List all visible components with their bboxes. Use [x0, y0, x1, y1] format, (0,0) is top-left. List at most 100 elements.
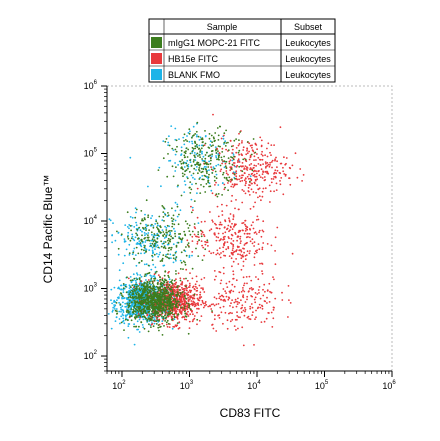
data-point — [193, 178, 196, 181]
data-point — [138, 296, 141, 299]
data-point — [153, 275, 156, 277]
data-point — [275, 182, 278, 185]
data-point — [228, 162, 231, 165]
data-point — [143, 232, 146, 234]
data-point — [186, 160, 189, 162]
data-point — [168, 326, 171, 328]
data-point — [215, 173, 218, 176]
data-point — [151, 259, 154, 262]
data-point — [153, 301, 156, 304]
data-point — [241, 326, 244, 329]
data-point — [243, 284, 245, 287]
data-point — [135, 243, 138, 245]
data-point — [240, 290, 243, 293]
data-point — [262, 294, 265, 297]
data-point — [271, 159, 274, 162]
data-point — [215, 177, 218, 180]
data-point — [174, 153, 177, 156]
data-point — [244, 310, 246, 313]
data-point — [288, 299, 290, 301]
data-point — [148, 307, 150, 310]
data-point — [282, 170, 285, 173]
data-point — [223, 188, 226, 191]
data-point — [207, 176, 210, 179]
data-point — [219, 164, 222, 167]
data-point — [184, 312, 187, 315]
data-point — [207, 179, 210, 182]
data-point — [203, 165, 206, 168]
data-point — [193, 154, 196, 157]
data-point — [133, 239, 136, 242]
data-point — [134, 307, 137, 310]
data-point — [133, 299, 136, 302]
data-point — [197, 299, 200, 302]
data-point — [186, 289, 188, 292]
data-point — [121, 313, 124, 315]
data-point — [249, 307, 252, 310]
data-point — [231, 265, 233, 268]
data-point — [213, 175, 216, 178]
data-point — [268, 301, 271, 303]
data-point — [154, 234, 157, 237]
data-point — [196, 163, 198, 166]
data-point — [257, 188, 260, 191]
data-point — [225, 204, 228, 207]
data-point — [173, 279, 176, 282]
data-point — [176, 215, 179, 218]
data-point — [188, 282, 191, 285]
data-point — [138, 283, 141, 285]
data-point — [195, 290, 198, 292]
data-point — [287, 285, 290, 287]
data-point — [193, 223, 196, 225]
data-point — [215, 303, 218, 306]
data-point — [226, 179, 229, 182]
data-point — [241, 174, 243, 177]
data-point — [193, 297, 195, 300]
data-point — [252, 311, 254, 314]
data-point — [249, 156, 252, 159]
data-point — [253, 298, 256, 301]
data-point — [255, 165, 257, 167]
data-point — [241, 179, 244, 182]
data-point — [141, 324, 144, 326]
data-point — [249, 240, 252, 243]
data-point — [230, 167, 233, 170]
data-point — [255, 159, 257, 161]
data-point — [249, 318, 252, 321]
data-point — [198, 154, 201, 156]
data-point — [155, 320, 158, 323]
data-point — [248, 275, 251, 278]
data-point — [163, 233, 166, 236]
data-point — [131, 289, 133, 292]
data-point — [186, 164, 189, 167]
data-point — [269, 164, 271, 166]
data-point — [250, 188, 253, 191]
data-point — [175, 256, 178, 258]
data-point — [157, 288, 160, 290]
data-point — [188, 246, 190, 248]
data-point — [169, 288, 172, 291]
data-point — [127, 277, 130, 280]
data-point — [198, 296, 201, 299]
data-point — [232, 260, 235, 263]
data-point — [234, 177, 237, 180]
data-point — [242, 296, 245, 299]
data-point — [258, 303, 261, 306]
data-point — [254, 182, 256, 185]
data-point — [200, 233, 203, 235]
data-point — [153, 279, 156, 282]
data-point — [145, 199, 148, 202]
data-point — [241, 170, 244, 173]
data-point — [235, 258, 238, 260]
data-point — [164, 288, 167, 290]
data-point — [211, 310, 213, 312]
data-point — [259, 262, 261, 265]
data-point — [170, 248, 172, 251]
data-point — [227, 224, 230, 227]
data-point — [262, 171, 265, 174]
data-point — [179, 160, 182, 163]
data-point — [137, 305, 140, 308]
data-point — [211, 155, 213, 158]
data-point — [204, 220, 206, 223]
data-point — [291, 164, 294, 167]
